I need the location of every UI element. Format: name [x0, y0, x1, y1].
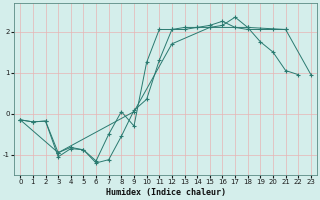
X-axis label: Humidex (Indice chaleur): Humidex (Indice chaleur) [106, 188, 226, 197]
